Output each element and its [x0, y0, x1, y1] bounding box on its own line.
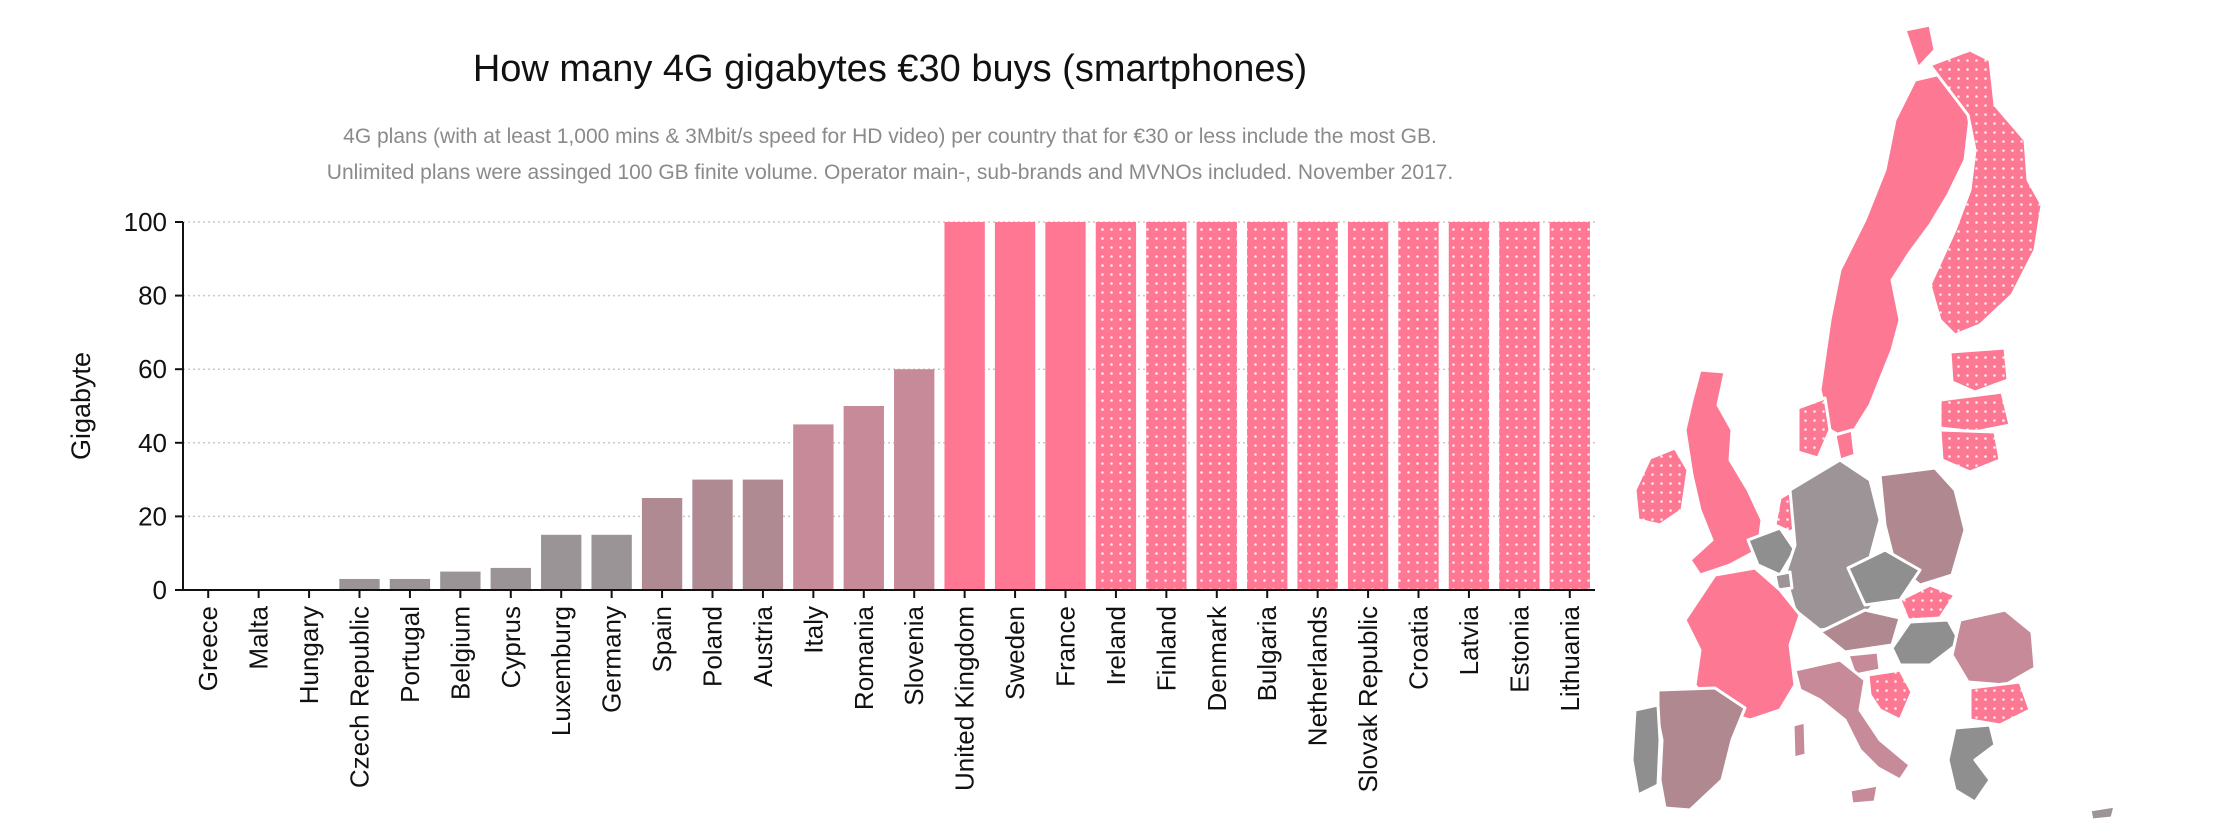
bar-ireland	[1095, 222, 1137, 590]
bar-netherlands	[1297, 222, 1338, 590]
x-tick-label: Hungary	[294, 606, 324, 704]
y-axis-label: Gigabyte	[66, 352, 96, 460]
bar-czech-republic	[339, 578, 380, 590]
map-united-kingdom	[1683, 368, 1764, 577]
map-estonia	[1948, 346, 2010, 394]
x-tick-label: Cyprus	[496, 606, 526, 688]
bar-denmark	[1196, 222, 1237, 590]
bar-bulgaria	[1247, 222, 1288, 590]
y-tick-label: 20	[138, 501, 167, 531]
bar-spain	[641, 498, 683, 590]
map-finland	[1928, 48, 2044, 337]
map-slovak-republic	[1898, 583, 1957, 622]
map-lithuania	[1938, 428, 2002, 474]
bar-croatia	[1398, 222, 1439, 590]
map-ireland	[1633, 446, 1690, 527]
bar-sweden	[994, 222, 1036, 590]
bar-slovenia	[894, 369, 935, 590]
bar-portugal	[389, 578, 431, 590]
map-sardinia	[1791, 720, 1808, 760]
x-tick-label: Spain	[647, 606, 677, 673]
chart-subtitle-line1: 4G plans (with at least 1,000 mins & 3Mb…	[343, 125, 1437, 148]
x-tick-label: Portugal	[395, 606, 425, 703]
bar-lithuania	[1549, 222, 1590, 590]
map-portugal	[1630, 703, 1662, 797]
bar-belgium	[440, 571, 481, 590]
bar-france	[1045, 222, 1086, 590]
x-tick-label: Romania	[849, 605, 879, 710]
map-france	[1683, 566, 1802, 722]
map-romania	[1950, 608, 2037, 687]
map-sweden	[1818, 68, 1974, 442]
map-greece	[1946, 723, 1997, 804]
x-tick-label: Italy	[798, 606, 828, 654]
x-tick-label: Austria	[748, 605, 778, 686]
bar-finland	[1146, 222, 1187, 590]
map-poland	[1878, 466, 1967, 587]
map-luxemburg	[1773, 570, 1794, 592]
x-tick-label: Slovak Republic	[1353, 606, 1383, 792]
x-tick-label: France	[1051, 606, 1081, 687]
map-latvia	[1938, 390, 2012, 434]
y-tick-label: 100	[124, 207, 167, 237]
map-denmark-island	[1833, 428, 1857, 462]
x-tick-label: Bulgaria	[1252, 605, 1282, 701]
bar-latvia	[1448, 222, 1490, 590]
chart-subtitle-line2: Unlimited plans were assinged 100 GB fin…	[326, 161, 1454, 184]
x-tick-label: Malta	[244, 605, 274, 669]
bar-italy	[793, 424, 834, 590]
bar-germany	[591, 534, 632, 590]
x-tick-label: Germany	[597, 606, 627, 713]
map-norway-coast	[1903, 23, 1937, 70]
europe-map-icon	[1630, 23, 2117, 822]
bar-poland	[692, 479, 733, 590]
map-bulgaria	[1968, 680, 2032, 727]
bars	[339, 222, 1590, 590]
x-tick-label: Denmark	[1202, 605, 1232, 711]
axes	[182, 222, 1595, 591]
map-croatia	[1866, 668, 1914, 722]
x-tick-label: Latvia	[1454, 605, 1484, 675]
x-tick-label: Czech Republic	[345, 606, 375, 788]
bar-austria	[742, 479, 784, 590]
y-tick-label: 0	[153, 575, 167, 605]
map-sicily	[1848, 783, 1880, 806]
bar-romania	[843, 406, 884, 590]
bar-chart: 0 20 40 60 80 100 Greece Malta Hungary Czech Rep…	[66, 207, 1595, 792]
x-tick-label: Estonia	[1504, 605, 1534, 692]
x-tick-label: Greece	[193, 606, 223, 691]
map-belgium	[1746, 526, 1797, 577]
map-austria	[1818, 608, 1902, 654]
x-tick-label: Luxemburg	[546, 606, 576, 736]
bar-estonia	[1499, 222, 1540, 590]
x-tick-label: Netherlands	[1303, 606, 1333, 746]
x-tick-label: Sweden	[1000, 606, 1030, 700]
x-tick-label: Ireland	[1101, 606, 1131, 686]
x-tick-label: United Kingdom	[950, 606, 980, 791]
x-tick-label: Lithuania	[1555, 605, 1585, 711]
y-tick-label: 60	[138, 354, 167, 384]
x-tick-label: Belgium	[445, 606, 475, 700]
x-ticks: Greece Malta Hungary Czech Republic Portugal…	[193, 590, 1585, 792]
map-hungary	[1890, 618, 1962, 667]
y-ticks: 0 20 40 60 80 100	[124, 207, 183, 605]
map-denmark	[1796, 396, 1832, 460]
map-spain	[1656, 686, 1747, 812]
map-italy	[1793, 658, 1912, 782]
y-tick-label: 80	[138, 281, 167, 311]
x-tick-label: Poland	[698, 606, 728, 687]
x-tick-label: Croatia	[1404, 605, 1434, 689]
map-czech-republic	[1846, 548, 1922, 607]
x-tick-label: Finland	[1151, 606, 1181, 691]
bar-united-kingdom	[944, 222, 985, 590]
map-cyprus	[2088, 804, 2117, 822]
chart-title: How many 4G gigabytes €30 buys (smartpho…	[472, 48, 1308, 90]
bar-luxemburg	[541, 534, 582, 590]
y-tick-label: 40	[138, 428, 167, 458]
bar-slovak-republic	[1347, 222, 1389, 590]
x-tick-label: Slovenia	[899, 605, 929, 705]
bar-cyprus	[490, 567, 531, 590]
